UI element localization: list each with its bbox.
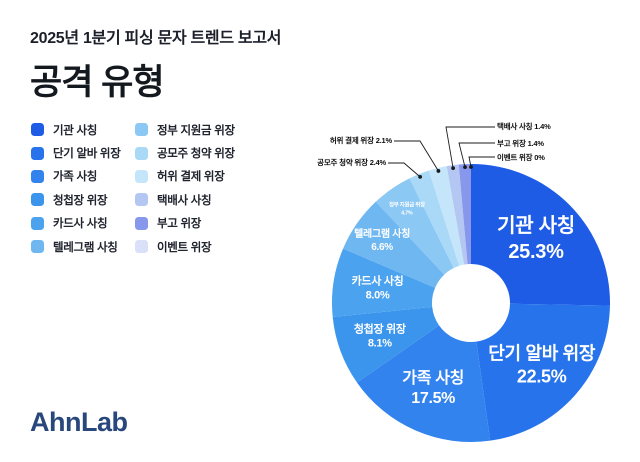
legend-label: 정부 지원금 위장 (157, 124, 235, 137)
slice-label-name: 정부 지원금 위장 (388, 203, 425, 210)
slice-label-name: 단기 알바 위장 (488, 343, 596, 364)
legend-swatch (31, 240, 44, 254)
callout-dot (451, 166, 456, 171)
legend-swatch (135, 123, 148, 137)
legend-item: 단기 알바 위장 (31, 141, 135, 164)
pie-slice (476, 303, 610, 441)
legend-item: 공모주 청약 위장 (135, 141, 235, 164)
legend-item: 기관 사칭 (31, 118, 135, 141)
pie-slice (332, 306, 440, 383)
legend-label: 부고 위장 (157, 218, 202, 231)
legend-item: 정부 지원금 위장 (135, 118, 235, 141)
callout-label: 부고 위장 1.4% (497, 139, 544, 148)
slice-label: 기관 사칭 25.3% (497, 213, 575, 265)
pie-slice (458, 164, 471, 265)
callout-dot (469, 165, 473, 169)
pie-slice (375, 178, 454, 275)
pie-slice (428, 166, 465, 266)
legend-label: 공모주 청약 위장 (157, 148, 235, 161)
pie-slice (343, 201, 445, 288)
report-subtitle: 2025년 1분기 피싱 문자 트렌드 보고서 (30, 30, 282, 47)
slice-label-percent: 4.7% (401, 210, 413, 217)
slice-label: 청첩장 위장 8.1% (354, 323, 406, 352)
legend-swatch (31, 123, 44, 137)
legend-swatch (31, 169, 44, 183)
legend-item: 이벤트 위장 (135, 235, 235, 258)
callout-leader-line (394, 140, 439, 172)
pie-slice (446, 164, 468, 265)
slice-label-percent: 22.5% (516, 366, 567, 387)
legend-label: 텔레그램 사칭 (53, 241, 118, 254)
legend-label: 가족 사칭 (53, 171, 98, 184)
callout-leader-line (388, 162, 421, 178)
legend-label: 카드사 사칭 (53, 218, 108, 231)
page-title: 공격 유형 (30, 63, 165, 102)
slice-label: 정부 지원금 위장 4.7% (389, 203, 425, 218)
legend-item: 카드사 사칭 (31, 212, 135, 235)
slice-label: 단기 알바 위장 22.5% (488, 342, 595, 389)
slice-label-name: 청첩장 위장 (353, 323, 406, 336)
legend-label: 허위 결제 위장 (157, 171, 225, 184)
pie-slice (332, 248, 436, 317)
legend-item: 허위 결제 위장 (135, 165, 235, 188)
legend-swatch (135, 146, 148, 160)
callout-dot (418, 174, 423, 179)
slice-label-percent: 25.3% (508, 241, 564, 264)
slice-label-name: 기관 사칭 (497, 215, 575, 238)
callout-leader-line (445, 126, 495, 169)
callout-leader-line (468, 156, 495, 168)
legend-swatch (135, 216, 148, 230)
legend-item: 청첩장 위장 (31, 188, 135, 211)
callout-dot (436, 169, 441, 173)
legend-item: 부고 위장 (135, 212, 235, 235)
callout-label: 허위 결제 위장 2.1% (329, 136, 392, 145)
legend-label: 기관 사칭 (53, 124, 98, 137)
legend-item: 텔레그램 사칭 (31, 235, 135, 258)
pie-slice (357, 325, 491, 442)
slice-label-percent: 8.1% (367, 337, 392, 350)
callout-label: 공모주 청약 위장 2.4% (317, 158, 386, 167)
report-header: 2025년 1분기 피싱 문자 트렌드 보고서 공격 유형 (30, 24, 281, 105)
slice-label-percent: 6.6% (371, 241, 393, 253)
callout-leader-line (458, 142, 495, 168)
legend-swatch (31, 146, 44, 160)
legend-item: 가족 사칭 (31, 165, 135, 188)
slice-label-name: 가족 사칭 (402, 369, 465, 387)
pie-slice (471, 164, 610, 306)
legend-label: 단기 알바 위장 (53, 148, 121, 161)
legend-swatch (135, 169, 148, 183)
slice-label-percent: 8.0% (365, 289, 390, 302)
legend-swatch (135, 240, 148, 254)
legend-label: 청첩장 위장 (53, 194, 108, 207)
slice-label: 가족 사칭 17.5% (402, 369, 464, 411)
slice-label-name: 카드사 사칭 (351, 275, 404, 288)
slice-label-percent: 17.5% (411, 390, 456, 408)
callout-label: 택배사 사칭 1.4% (497, 122, 551, 131)
slice-label-name: 텔레그램 사칭 (354, 228, 411, 240)
ahnlab-logo: AhnLab (30, 407, 128, 437)
legend-swatch (31, 216, 44, 230)
callout-label: 이벤트 위장 0% (497, 153, 545, 162)
slice-label: 카드사 사칭 8.0% (352, 275, 404, 304)
legend-swatch (31, 193, 44, 207)
legend-label: 이벤트 위장 (157, 241, 212, 254)
pie-slice (409, 170, 460, 269)
legend-item: 택배사 사칭 (135, 188, 235, 211)
slice-label: 텔레그램 사칭 6.6% (354, 228, 410, 254)
callout-dot (463, 165, 467, 170)
legend-label: 택배사 사칭 (157, 194, 212, 207)
legend-swatch (135, 193, 148, 207)
